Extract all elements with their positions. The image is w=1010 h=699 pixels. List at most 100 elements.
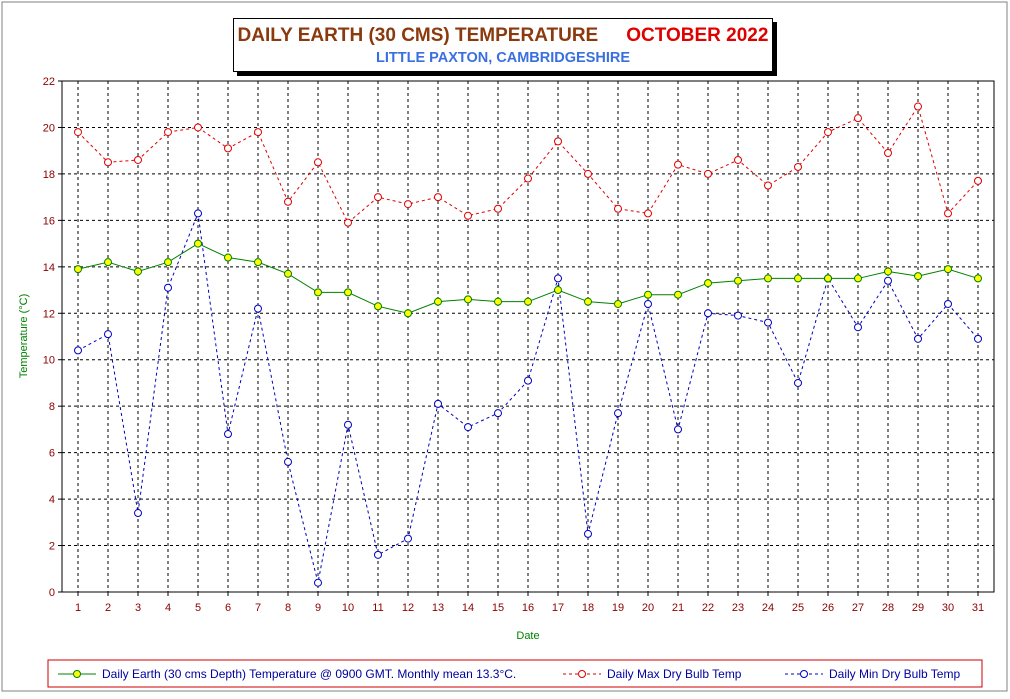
x-tick-label: 6 [225,602,231,614]
data-point [74,265,82,274]
x-tick-label: 28 [882,602,894,614]
chart-title: DAILY EARTH (30 CMS) TEMPERATURE [237,25,599,46]
data-point [614,409,622,418]
data-point [464,295,472,304]
data-point [524,297,532,306]
data-point [314,578,322,587]
data-point [164,258,172,267]
data-point [884,149,892,158]
data-point [974,274,982,283]
data-point [224,144,232,153]
data-point [674,290,682,299]
data-point [344,420,352,429]
series-2 [74,102,982,227]
y-tick-label: 2 [49,541,55,553]
data-point [674,425,682,434]
gridlines [62,81,994,592]
series-3 [74,209,982,587]
data-point [614,204,622,213]
data-point [254,258,262,267]
data-point [404,200,412,209]
data-point [974,176,982,185]
x-tick-label: 13 [432,602,444,614]
x-tick-label: 8 [285,602,291,614]
title-box: DAILY EARTH (30 CMS) TEMPERATURE OCTOBER … [233,18,773,72]
y-tick-label: 6 [49,448,55,460]
y-tick-label: 20 [43,122,55,134]
x-tick-label: 22 [702,602,714,614]
x-tick-label: 15 [492,602,504,614]
series-1 [74,239,982,318]
data-point [914,102,922,111]
y-tick-label: 16 [43,215,55,227]
x-tick-label: 18 [582,602,594,614]
data-point [644,290,652,299]
y-tick-label: 10 [43,355,55,367]
x-tick-label: 21 [672,602,684,614]
data-point [944,265,952,274]
legend-label: Daily Min Dry Bulb Temp [829,667,960,681]
data-point [944,299,952,308]
data-point [104,330,112,339]
x-tick-label: 17 [552,602,564,614]
data-point [224,253,232,262]
x-tick-label: 5 [195,602,201,614]
x-tick-label: 25 [792,602,804,614]
y-tick-label: 4 [49,494,55,506]
data-point [224,430,232,439]
data-point [824,128,832,137]
y-tick-label: 14 [43,262,55,274]
data-point [734,155,742,164]
x-tick-label: 27 [852,602,864,614]
data-point [764,274,772,283]
series-layer [74,102,982,587]
x-tick-label: 24 [762,602,774,614]
legend: Daily Earth (30 cms Depth) Temperature @… [47,659,983,688]
data-point [524,174,532,183]
legend-box [47,659,983,688]
y-tick-label: 12 [43,308,55,320]
data-point [194,239,202,248]
data-point [494,297,502,306]
data-point [434,193,442,202]
data-point [404,534,412,543]
x-tick-label: 9 [315,602,321,614]
data-point [434,297,442,306]
y-tick-label: 0 [49,587,55,599]
data-point [254,304,262,313]
data-point [374,550,382,559]
data-point [944,209,952,218]
x-tick-label: 23 [732,602,744,614]
data-point [554,274,562,283]
chart-subtitle: LITTLE PAXTON, CAMBRIDGESHIRE [375,50,631,66]
data-point [374,193,382,202]
data-point [734,276,742,285]
data-point [164,128,172,137]
data-point [134,267,142,276]
data-point [164,283,172,292]
data-point [854,114,862,123]
data-point [674,160,682,169]
data-point [854,274,862,283]
legend-swatch-marker [73,670,81,678]
x-tick-label: 19 [612,602,624,614]
y-axis-label: Temperature (°C) [18,294,30,378]
data-point [764,181,772,190]
data-point [194,209,202,218]
data-point [974,334,982,343]
data-point [464,211,472,220]
data-point [494,204,502,213]
x-tick-label: 14 [462,602,474,614]
x-axis-label: Date [516,630,539,642]
data-point [584,297,592,306]
data-point [644,299,652,308]
data-point [314,158,322,167]
data-point [734,311,742,320]
data-point [794,162,802,171]
data-point [764,318,772,327]
x-tick-label: 1 [75,602,81,614]
data-point [914,272,922,281]
